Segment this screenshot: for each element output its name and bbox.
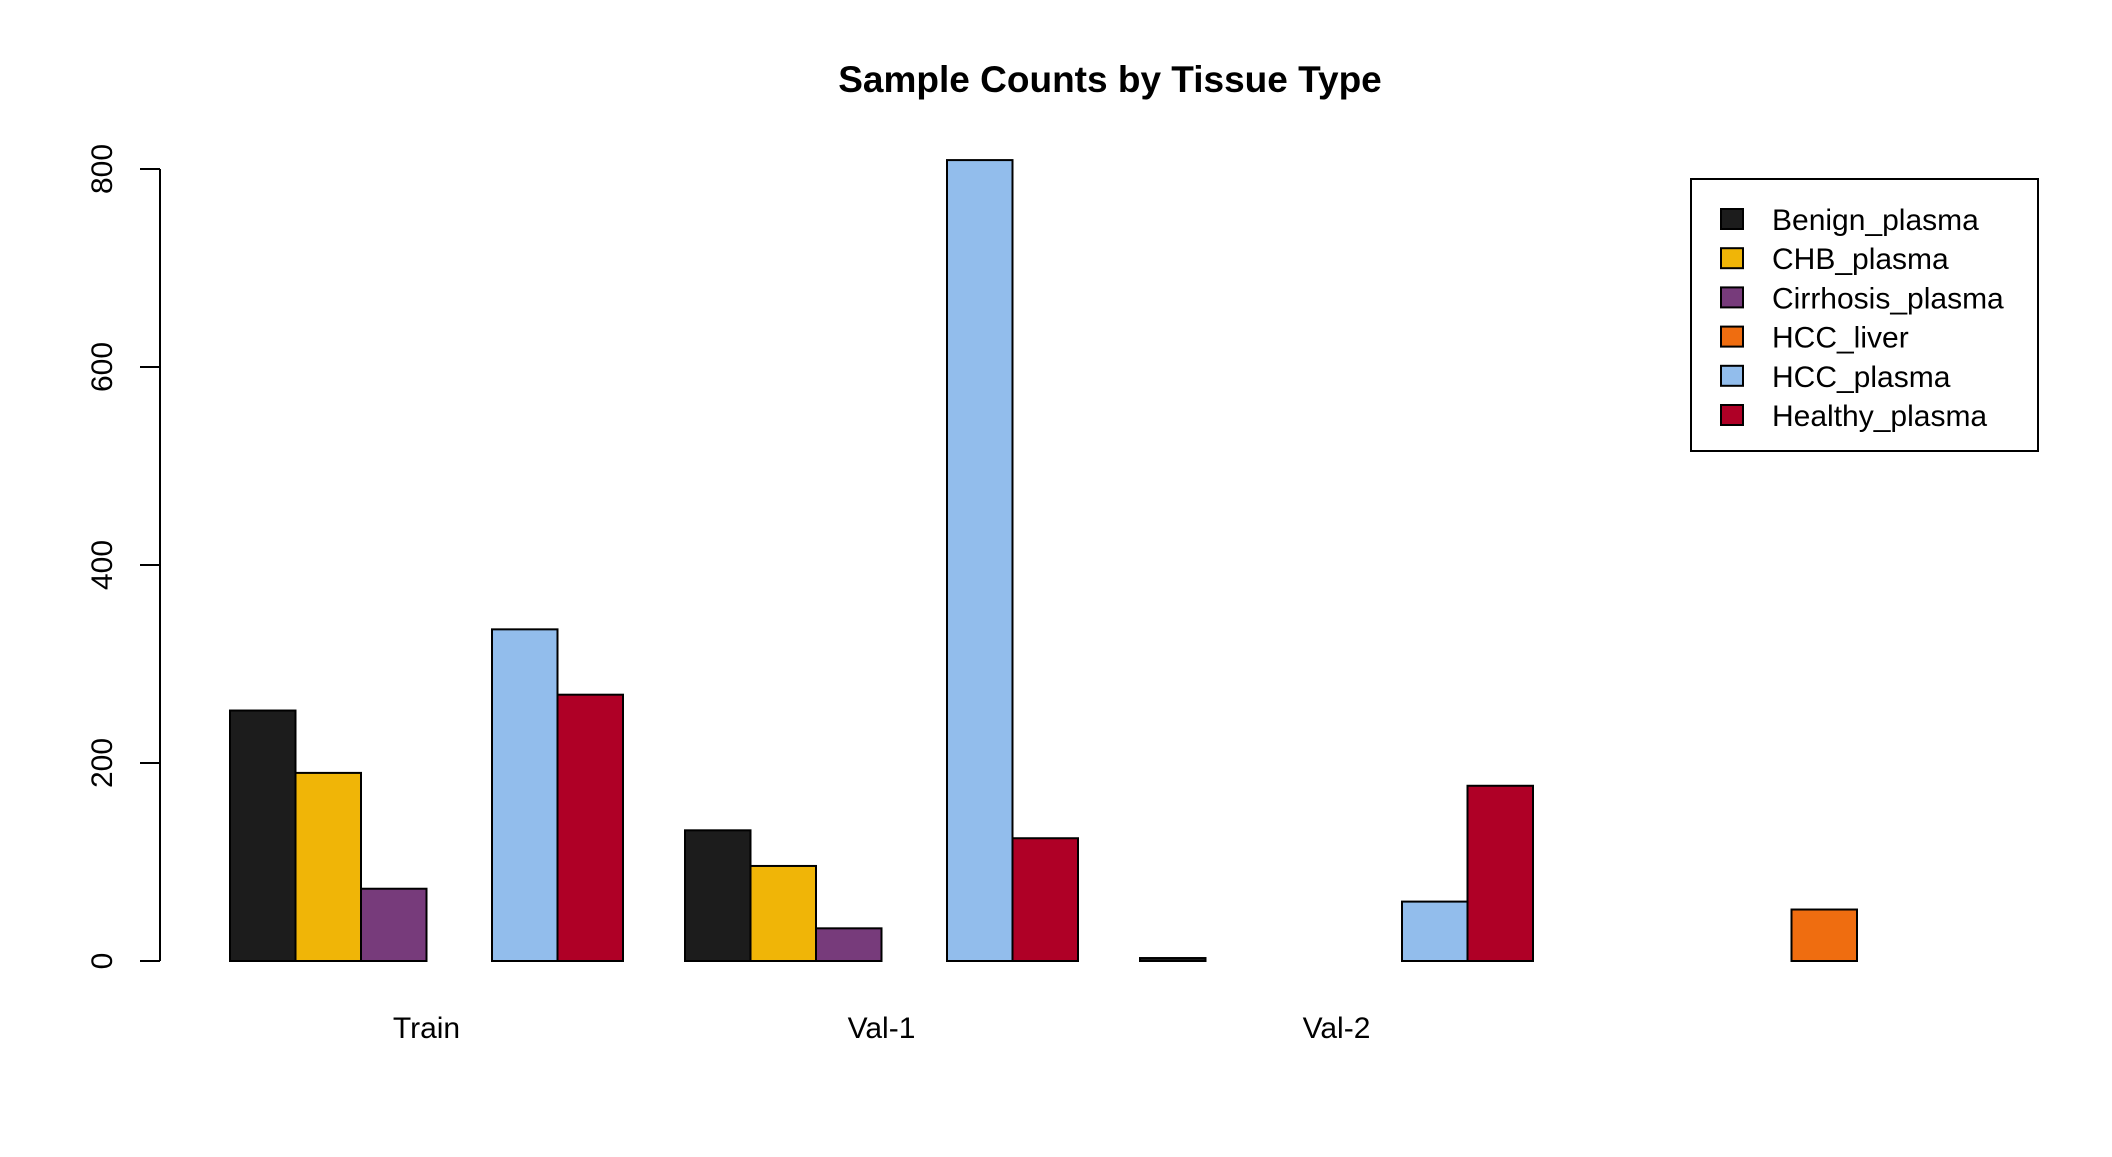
legend-label: Cirrhosis_plasma xyxy=(1772,282,2004,315)
bar xyxy=(815,927,883,963)
y-tick-label: 400 xyxy=(86,540,119,590)
legend-swatch xyxy=(1720,286,1744,309)
legend-label: HCC_liver xyxy=(1772,322,1909,355)
bar-groups xyxy=(229,159,1858,963)
bar xyxy=(946,159,1014,962)
bar xyxy=(556,693,624,962)
x-category-label: Train xyxy=(393,1012,460,1045)
bar xyxy=(360,887,428,962)
category-labels: Train Val-1 Val-2 xyxy=(393,1012,1371,1045)
legend-label: Healthy_plasma xyxy=(1772,400,1987,433)
bar xyxy=(749,864,817,963)
legend-swatch xyxy=(1720,247,1744,270)
x-category-label: Val-1 xyxy=(848,1012,916,1045)
legend-label: HCC_plasma xyxy=(1772,361,1951,394)
bar xyxy=(1139,957,1207,963)
bar xyxy=(684,829,752,962)
bar-group xyxy=(229,628,624,963)
y-tick-label: 200 xyxy=(86,738,119,788)
y-tick-label: 800 xyxy=(86,144,119,194)
bar-group xyxy=(1790,908,1858,963)
legend: Benign_plasma CHB_plasma Cirrhosis_plasma H… xyxy=(1690,178,2039,452)
legend-label: Benign_plasma xyxy=(1772,204,1979,237)
y-axis: 0 200 400 600 800 xyxy=(86,144,161,970)
legend-swatch xyxy=(1720,404,1744,426)
y-tick-label: 0 xyxy=(86,953,119,970)
chart-title: Sample Counts by Tissue Type xyxy=(838,59,1382,100)
bar xyxy=(1401,900,1469,962)
bar xyxy=(294,771,362,963)
bar xyxy=(1466,784,1534,963)
bar xyxy=(229,709,297,963)
bar xyxy=(491,628,559,962)
bar xyxy=(1790,908,1858,963)
legend-label: CHB_plasma xyxy=(1772,243,1949,276)
x-category-label: Val-2 xyxy=(1303,1012,1371,1045)
bar-group xyxy=(684,159,1079,963)
legend-swatch xyxy=(1720,325,1744,348)
bar-group xyxy=(1139,784,1534,963)
legend-box xyxy=(1690,178,2039,452)
legend-swatch xyxy=(1720,208,1744,230)
bar xyxy=(1011,837,1079,962)
y-tick-label: 600 xyxy=(86,342,119,392)
legend-swatch xyxy=(1720,364,1744,387)
